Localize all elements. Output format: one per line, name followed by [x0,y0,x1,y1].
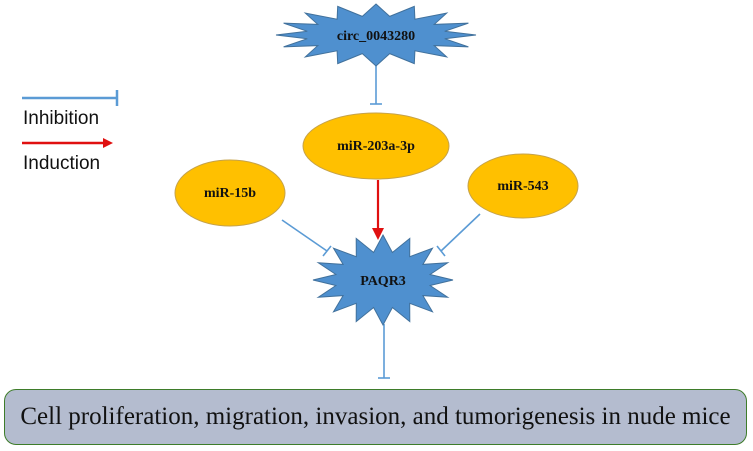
legend-induction-label: Induction [23,153,100,174]
outcome-box: Cell proliferation, migration, invasion,… [4,389,747,445]
edge-mir15b-to-paqr3-bar [322,245,332,257]
node-paqr3-label: PAQR3 [360,274,406,289]
node-circ: circ_0043280 [275,3,477,67]
legend: Inhibition Induction [22,90,119,174]
node-paqr3: PAQR3 [312,233,454,327]
edge-mir543-to-paqr3 [440,213,481,252]
node-mir203-label: miR-203a-3p [337,139,415,154]
legend-inhibition-label: Inhibition [23,108,99,129]
edges [281,64,481,379]
mir203-ellipse [302,112,450,180]
mir543-ellipse [467,153,579,219]
outcome-label: Cell proliferation, migration, invasion,… [20,403,731,430]
node-circ-label: circ_0043280 [337,29,415,44]
node-mir15b-label: miR-15b [204,186,256,201]
node-mir543-label: miR-543 [497,179,548,194]
edge-mir203-to-paqr3-head [372,228,384,240]
circ-star-shape [275,3,477,67]
edge-mir543-to-paqr3-bar [436,245,446,257]
paqr3-star-shape [312,233,454,327]
edge-mir15b-to-paqr3 [281,219,328,252]
node-mir543: miR-543 [467,153,579,219]
mir15b-ellipse [174,159,286,227]
node-mir203: miR-203a-3p [302,112,450,180]
node-mir15b: miR-15b [174,159,286,227]
